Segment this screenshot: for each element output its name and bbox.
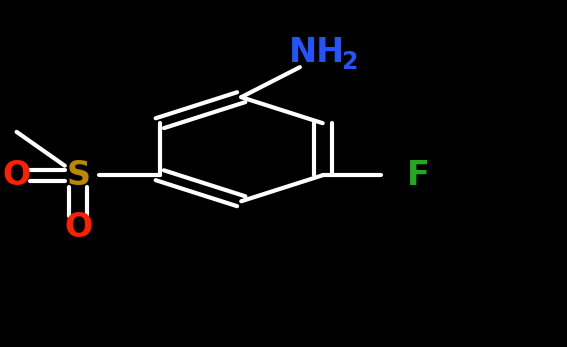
Text: 2: 2 — [341, 50, 358, 75]
Text: NH: NH — [289, 35, 345, 69]
Text: F: F — [407, 159, 430, 192]
Text: O: O — [64, 211, 92, 244]
Text: O: O — [2, 159, 31, 192]
Text: S: S — [66, 159, 90, 192]
